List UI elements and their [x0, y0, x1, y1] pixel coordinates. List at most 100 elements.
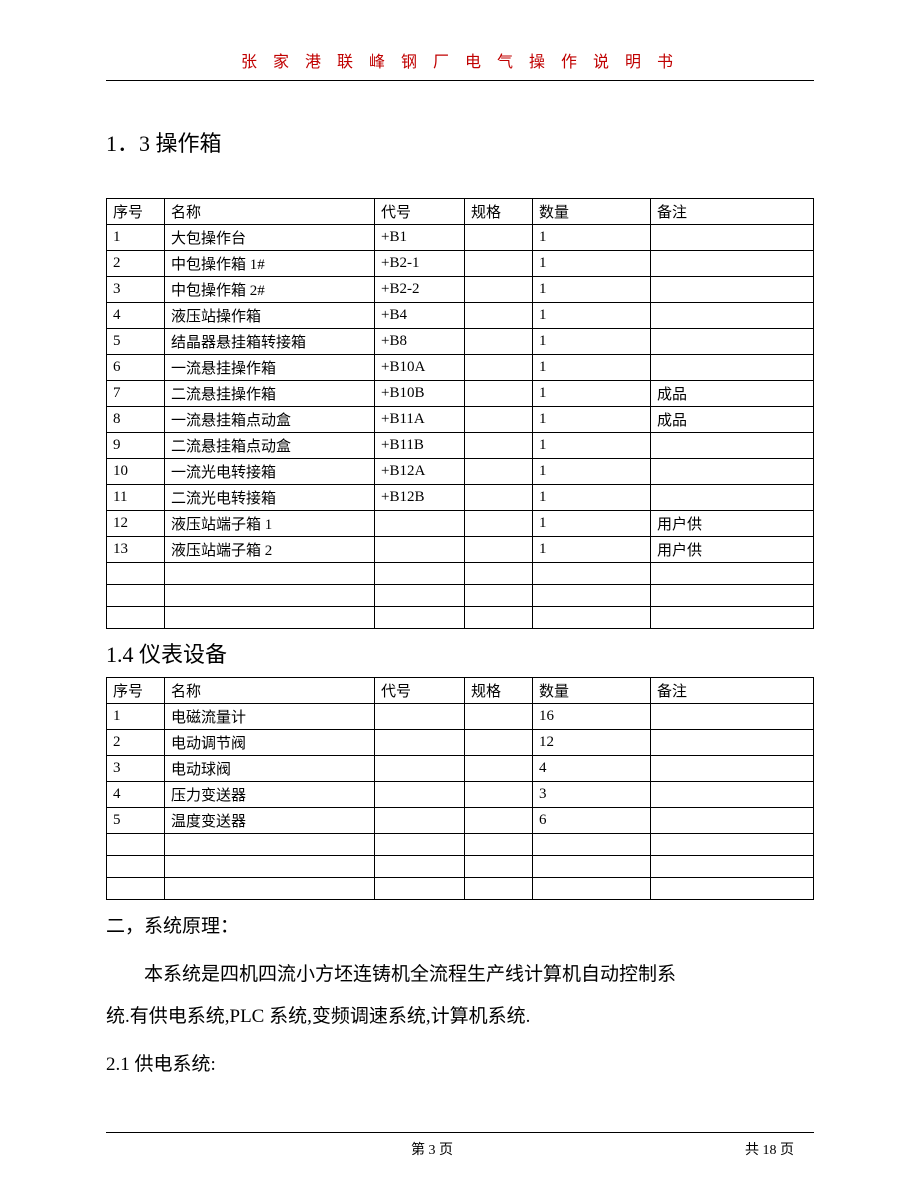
- cell-name: [165, 585, 375, 607]
- cell-remark: 用户供: [651, 511, 814, 537]
- cell-qty: 1: [533, 381, 651, 407]
- cell-seq: 6: [107, 355, 165, 381]
- cell-name: 压力变送器: [165, 782, 375, 808]
- paragraph-content: 本系统是四机四流小方坯连铸机全流程生产线计算机自动控制系 统.有供电系统,PLC…: [106, 954, 814, 1038]
- cell-qty: 1: [533, 225, 651, 251]
- cell-qty: 3: [533, 782, 651, 808]
- header-name: 名称: [165, 678, 375, 704]
- cell-name: [165, 878, 375, 900]
- cell-code: +B12A: [375, 459, 465, 485]
- table-row: 2中包操作箱 1#+B2-11: [107, 251, 814, 277]
- cell-code: [375, 782, 465, 808]
- cell-remark: [651, 856, 814, 878]
- cell-name: 一流悬挂操作箱: [165, 355, 375, 381]
- section-1-3-heading: 1．3 操作箱: [106, 126, 814, 158]
- cell-spec: [465, 251, 533, 277]
- cell-code: [375, 585, 465, 607]
- cell-seq: [107, 607, 165, 629]
- cell-name: 液压站端子箱 1: [165, 511, 375, 537]
- table-row: 8一流悬挂箱点动盒+B11A1成品: [107, 407, 814, 433]
- header-code: 代号: [375, 199, 465, 225]
- cell-spec: [465, 407, 533, 433]
- cell-remark: 成品: [651, 381, 814, 407]
- cell-spec: [465, 277, 533, 303]
- cell-seq: 4: [107, 782, 165, 808]
- cell-qty: 1: [533, 355, 651, 381]
- cell-spec: [465, 303, 533, 329]
- cell-code: +B2-1: [375, 251, 465, 277]
- cell-qty: 4: [533, 756, 651, 782]
- cell-seq: [107, 563, 165, 585]
- cell-code: [375, 834, 465, 856]
- cell-name: [165, 834, 375, 856]
- table-row: 11二流光电转接箱+B12B 1: [107, 485, 814, 511]
- cell-qty: 1: [533, 485, 651, 511]
- table-row: 5结晶器悬挂箱转接箱+B81: [107, 329, 814, 355]
- cell-name: 液压站操作箱: [165, 303, 375, 329]
- cell-spec: [465, 485, 533, 511]
- cell-qty: [533, 834, 651, 856]
- table-operation-boxes: 序号 名称 代号 规格 数量 备注 1大包操作台+B112中包操作箱 1#+B2…: [106, 198, 814, 629]
- cell-name: 一流悬挂箱点动盒: [165, 407, 375, 433]
- cell-seq: 9: [107, 433, 165, 459]
- table-row: 1电磁流量计16: [107, 704, 814, 730]
- cell-code: [375, 511, 465, 537]
- cell-name: 中包操作箱 2#: [165, 277, 375, 303]
- table-instruments: 序号 名称 代号 规格 数量 备注 1电磁流量计162电动调节阀123电动球阀4…: [106, 677, 814, 900]
- cell-code: +B11A: [375, 407, 465, 433]
- cell-seq: [107, 585, 165, 607]
- cell-code: +B8: [375, 329, 465, 355]
- cell-seq: 11: [107, 485, 165, 511]
- cell-qty: 16: [533, 704, 651, 730]
- cell-spec: [465, 563, 533, 585]
- table-row: 6一流悬挂操作箱+B10A 1: [107, 355, 814, 381]
- section-1-4-heading: 1.4 仪表设备: [106, 637, 814, 669]
- cell-remark: [651, 563, 814, 585]
- cell-qty: 6: [533, 808, 651, 834]
- header-spec: 规格: [465, 678, 533, 704]
- cell-remark: [651, 808, 814, 834]
- cell-name: [165, 607, 375, 629]
- cell-seq: 3: [107, 277, 165, 303]
- cell-seq: 2: [107, 251, 165, 277]
- table-row: 13液压站端子箱 21用户供: [107, 537, 814, 563]
- table-row: [107, 563, 814, 585]
- cell-seq: 5: [107, 808, 165, 834]
- footer-page-number: 第 3 页: [411, 1139, 453, 1159]
- cell-name: [165, 856, 375, 878]
- cell-seq: 3: [107, 756, 165, 782]
- cell-remark: [651, 834, 814, 856]
- table-row: [107, 834, 814, 856]
- paragraph-line-1: 本系统是四机四流小方坯连铸机全流程生产线计算机自动控制系: [106, 954, 814, 996]
- cell-spec: [465, 381, 533, 407]
- table-row: 4压力变送器 3: [107, 782, 814, 808]
- cell-name: [165, 563, 375, 585]
- cell-code: +B10A: [375, 355, 465, 381]
- header-qty: 数量: [533, 199, 651, 225]
- cell-name: 中包操作箱 1#: [165, 251, 375, 277]
- table-row: 5温度变送器6: [107, 808, 814, 834]
- cell-spec: [465, 704, 533, 730]
- cell-name: 结晶器悬挂箱转接箱: [165, 329, 375, 355]
- cell-remark: [651, 459, 814, 485]
- cell-remark: [651, 730, 814, 756]
- header-remark: 备注: [651, 199, 814, 225]
- cell-seq: 2: [107, 730, 165, 756]
- table-row: 3电动球阀 4: [107, 756, 814, 782]
- cell-qty: 1: [533, 433, 651, 459]
- cell-code: +B12B: [375, 485, 465, 511]
- cell-code: [375, 730, 465, 756]
- cell-spec: [465, 730, 533, 756]
- header-spec: 规格: [465, 199, 533, 225]
- cell-name: 二流光电转接箱: [165, 485, 375, 511]
- cell-name: 二流悬挂操作箱: [165, 381, 375, 407]
- cell-spec: [465, 537, 533, 563]
- cell-spec: [465, 585, 533, 607]
- cell-spec: [465, 329, 533, 355]
- cell-spec: [465, 856, 533, 878]
- cell-remark: [651, 485, 814, 511]
- cell-remark: [651, 225, 814, 251]
- cell-qty: [533, 856, 651, 878]
- cell-name: 电动球阀: [165, 756, 375, 782]
- cell-qty: 1: [533, 407, 651, 433]
